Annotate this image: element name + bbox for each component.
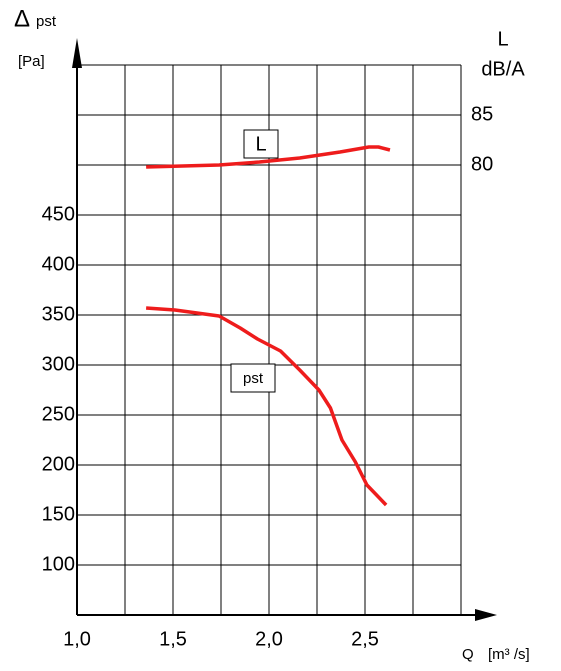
y-tick-label: 400 <box>42 253 75 275</box>
y2-label: L <box>497 28 508 50</box>
series-label: pst <box>243 370 264 387</box>
x-tick-label: 1,0 <box>63 628 91 650</box>
y-tick-label: 150 <box>42 503 75 525</box>
x-tick-label: 1,5 <box>159 628 187 650</box>
series-line <box>145 306 388 507</box>
x-tick-label: 2,5 <box>351 628 379 650</box>
label-box <box>230 363 276 393</box>
y2-unit: dB/A <box>481 58 525 80</box>
x-unit: [m³ /s] <box>488 646 530 663</box>
y-tick-label: 100 <box>42 553 75 575</box>
y-symbol: Δ <box>14 5 30 32</box>
x-tick-label: 2,0 <box>255 628 283 650</box>
y-axis-arrow <box>72 38 82 68</box>
y2-tick-label: 80 <box>471 153 493 175</box>
x-label: Q <box>462 646 474 663</box>
y-tick-label: 350 <box>42 303 75 325</box>
series-label: L <box>255 133 266 155</box>
y-tick-label: 450 <box>42 203 75 225</box>
y-tick-label: 200 <box>42 453 75 475</box>
label-box <box>243 129 279 159</box>
y2-tick-label: 85 <box>471 103 493 125</box>
x-axis-arrow <box>475 609 497 621</box>
y-unit: [Pa] <box>18 53 45 70</box>
y-tick-label: 250 <box>42 403 75 425</box>
y-tick-label: 300 <box>42 353 75 375</box>
series-line <box>146 145 391 169</box>
y-label: pst <box>36 13 57 30</box>
